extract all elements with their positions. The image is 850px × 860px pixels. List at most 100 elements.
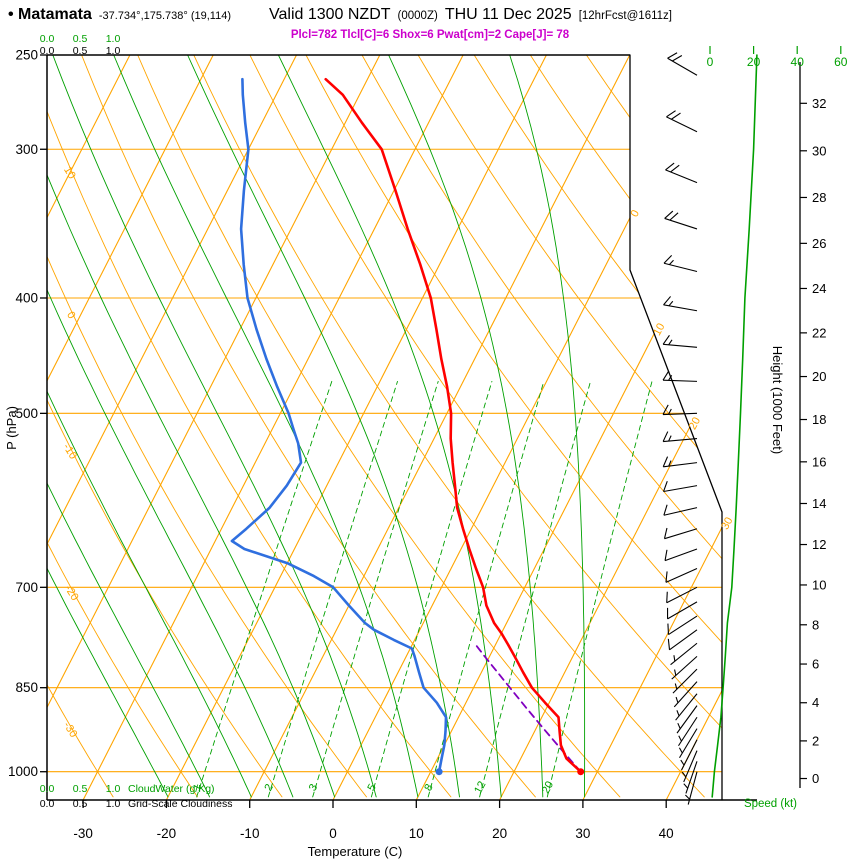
speed-axis-title: Speed (kt) (744, 798, 797, 810)
wind-barb (664, 548, 698, 562)
height-tick-label: 12 (812, 537, 826, 552)
mixing-ratio-label: 5 (365, 782, 378, 793)
height-tick-label: 32 (812, 96, 826, 111)
valid-utc: (0000Z) (397, 10, 438, 22)
temperature-curve (324, 77, 582, 773)
valid-time: Valid 1300 NZDT (269, 6, 391, 23)
wind-barb (664, 210, 698, 230)
wind-barb (663, 254, 698, 273)
height-tick-label: 10 (812, 577, 826, 592)
dry-adiabat-line (47, 55, 452, 798)
height-tick-label: 6 (812, 657, 819, 672)
dry-adiabat-line (193, 55, 705, 798)
height-tick-label: 2 (812, 733, 819, 748)
height-axis-title: Height (1000 Feet) (770, 346, 785, 454)
dry-adiabat-line (47, 55, 283, 798)
wind-barb (665, 568, 698, 583)
cloudwater-scale-tick: 0.0 (40, 783, 55, 795)
wind-barb (680, 739, 698, 771)
wind-barb (684, 771, 698, 805)
speed-tick-label: 60 (834, 55, 848, 69)
dry-adiabat-line (755, 55, 850, 797)
mixing-ratio-label: 3 (307, 782, 320, 793)
temperature-tick-label: 30 (575, 826, 590, 841)
moist-adiabat-line (388, 55, 544, 798)
wind-barb (663, 527, 698, 540)
wind-barb (671, 655, 698, 680)
wind-barb (676, 705, 698, 734)
dry-adiabat-line (305, 55, 722, 798)
height-tick-label: 22 (812, 325, 826, 340)
cloudiness-scale-tick: 0.5 (73, 45, 88, 57)
wind-speed-profile (711, 54, 758, 798)
pressure-tick-label: 500 (15, 406, 38, 421)
chart-title: • Matamata -37.734°,175.738° (19,114) Va… (8, 6, 846, 24)
moist-adiabat-line (47, 55, 294, 798)
temperature-axis-title: Temperature (C) (308, 844, 403, 859)
speed-tick-label: 0 (707, 55, 714, 69)
height-tick-label: 28 (812, 190, 826, 205)
pressure-tick-label: 400 (15, 290, 38, 305)
wind-barbs (662, 52, 698, 805)
mixing-ratio-label: 1 (191, 782, 204, 793)
cloudiness-scale-tick: 0.0 (40, 798, 55, 810)
wind-barb (662, 431, 698, 443)
moist-adiabat-line (47, 55, 252, 798)
mixing-ratio-line (267, 380, 398, 798)
height-tick-label: 4 (812, 695, 819, 710)
stability-indices: Plcl=782 Tlcl[C]=6 Shox=6 Pwat[cm]=2 Cap… (290, 29, 570, 41)
cloudwater-legend: CloudWater (g/Kg) (128, 783, 215, 795)
wind-barb (662, 334, 698, 348)
station-coords: -37.734°,175.738° (19,114) (98, 10, 231, 22)
right-boundary (629, 54, 723, 801)
pressure-tick-label: 850 (15, 680, 38, 695)
cloudwater-scale-tick: 1.0 (106, 33, 121, 45)
temperature-tick-label: 10 (409, 826, 424, 841)
temperature-tick-label: -20 (157, 826, 177, 841)
wind-barb (665, 162, 698, 184)
cloudwater-scale-tick: 1.0 (106, 783, 121, 795)
dry-adiabat-line (585, 55, 722, 798)
cloudiness-scale-tick: 1.0 (106, 798, 121, 810)
height-tick-label: 16 (812, 454, 826, 469)
height-tick-label: 0 (812, 771, 819, 786)
moist-adiabat-line (47, 55, 211, 798)
surface-temperature-marker (577, 768, 585, 776)
mixing-ratio-line (479, 380, 591, 798)
pressure-tick-label: 700 (15, 580, 38, 595)
dry-adiabat-line (361, 55, 722, 798)
height-tick-label: 18 (812, 412, 826, 427)
dry-adiabat-line (47, 55, 114, 798)
dry-adiabat-line (137, 55, 621, 798)
speed-tick-label: 20 (747, 55, 761, 69)
wind-barb (667, 52, 698, 76)
height-tick-label: 30 (812, 143, 826, 158)
wind-barb (663, 504, 698, 516)
dry-adiabat-line (249, 55, 722, 798)
plot-border (46, 54, 757, 801)
dry-adiabat-line (473, 55, 722, 798)
wind-barb (678, 728, 698, 759)
mixing-ratio-label: 20 (540, 779, 556, 795)
moist-adiabat-line (113, 55, 419, 798)
pressure-tick-label: 300 (15, 142, 38, 157)
cloudwater-scale-tick: 0.5 (73, 783, 88, 795)
forecast-tag: [12hrFcst@1611z] (578, 10, 672, 22)
cloudwater-scale-tick: 0.0 (40, 33, 55, 45)
isotherm-label: 0 (629, 208, 642, 219)
pressure-tick-label: 250 (15, 48, 38, 63)
isotherm-label: 10 (651, 321, 667, 337)
cloudiness-scale-tick: 0.5 (73, 798, 88, 810)
moist-adiabat-line (187, 55, 460, 798)
moist-adiabat-line (47, 55, 169, 798)
pressure-axis-title: P (hPa) (4, 406, 19, 450)
height-tick-label: 14 (812, 496, 826, 511)
wind-barb (683, 761, 698, 794)
wind-barb (678, 716, 698, 747)
wind-barb (667, 615, 698, 636)
cloudiness-scale-tick: 0.0 (40, 45, 55, 57)
surface-dewpoint-marker (435, 768, 443, 776)
station-name: • Matamata (8, 6, 92, 23)
